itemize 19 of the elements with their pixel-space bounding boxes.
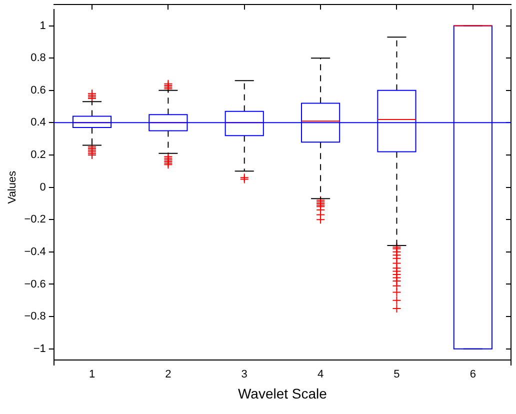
y-tick-label: 1: [40, 20, 46, 32]
x-tick-label: 4: [317, 368, 324, 381]
y-tick-label: −1: [33, 342, 46, 355]
y-tick-label: −0.8: [24, 310, 46, 323]
x-tick-label: 3: [241, 368, 248, 381]
y-tick-label: −0.4: [24, 246, 46, 258]
y-tick-label: −0.2: [24, 214, 46, 226]
x-tick-label: 6: [470, 368, 476, 381]
y-tick-label: −0.6: [24, 278, 46, 290]
y-tick-label: 0.8: [30, 52, 46, 64]
y-axis-title: Values: [6, 170, 19, 204]
x-tick-label: 5: [394, 368, 400, 381]
x-tick-label: 2: [165, 368, 172, 381]
x-tick-label: 1: [88, 368, 96, 381]
y-tick-label: 0.2: [30, 149, 46, 162]
x-axis-title: Wavelet Scale: [238, 385, 328, 402]
y-tick-label: 0.6: [30, 84, 46, 96]
y-tick-label: 0.4: [30, 116, 46, 129]
y-tick-label: 0: [40, 181, 46, 194]
